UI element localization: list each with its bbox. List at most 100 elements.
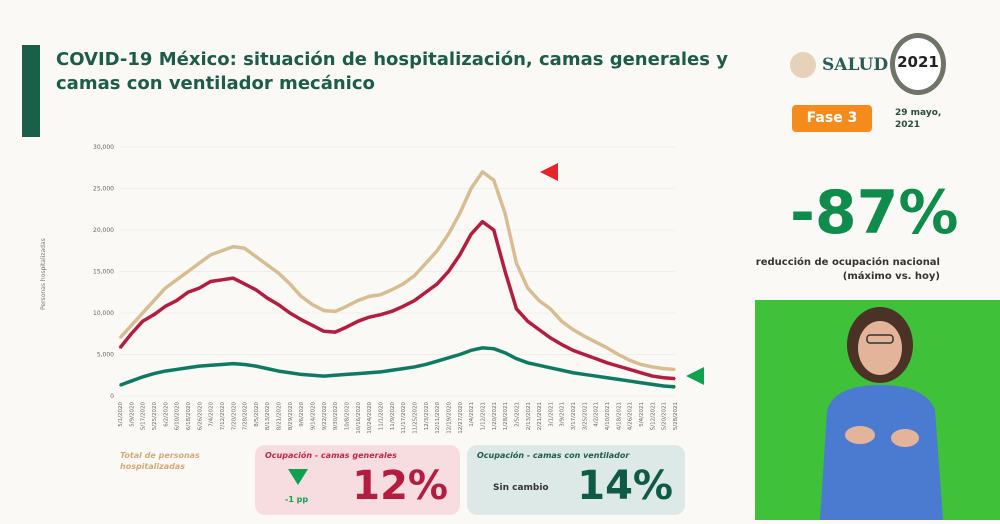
data-point xyxy=(300,318,303,321)
data-point xyxy=(583,335,586,338)
data-point xyxy=(549,308,552,310)
green-arrow-marker xyxy=(686,367,704,385)
data-point xyxy=(153,299,155,302)
data-point xyxy=(334,374,337,377)
data-point xyxy=(379,313,382,316)
x-tick-label: 4/10/2021 xyxy=(605,402,611,430)
x-tick-label: 4/26/2021 xyxy=(628,402,634,430)
data-point xyxy=(481,220,484,223)
x-tick-label: 5/20/2021 xyxy=(662,402,668,430)
x-tick-label: 2/13/2021 xyxy=(526,402,532,430)
x-tick-label: 10/8/2020 xyxy=(345,402,351,431)
x-tick-label: 4/2/2021 xyxy=(594,402,600,427)
data-point xyxy=(323,375,325,377)
x-tick-label: 8/21/2020 xyxy=(277,402,283,431)
data-point xyxy=(504,270,506,273)
data-point xyxy=(560,320,563,323)
data-point xyxy=(447,357,450,359)
data-point xyxy=(628,380,631,382)
y-tick-label: 0 xyxy=(110,393,114,400)
data-point xyxy=(413,274,416,277)
ventilator-beds-card: Ocupación - camas con ventilador Sin cam… xyxy=(467,445,685,515)
data-point xyxy=(606,362,608,364)
data-point xyxy=(289,371,291,374)
data-point xyxy=(232,362,235,365)
data-point xyxy=(662,385,665,387)
series-line-2 xyxy=(118,219,676,381)
data-point xyxy=(515,308,518,310)
data-point xyxy=(391,369,393,372)
data-point xyxy=(141,320,144,323)
data-point xyxy=(470,187,472,190)
data-point xyxy=(187,270,189,273)
x-tick-label: 5/4/2021 xyxy=(639,402,645,427)
data-point xyxy=(130,380,133,382)
x-tick-label: 7/12/2020 xyxy=(220,402,226,431)
down-triangle-icon xyxy=(288,469,308,485)
x-tick-label: 6/18/2020 xyxy=(186,402,192,431)
data-point xyxy=(594,341,597,343)
data-point xyxy=(402,283,404,285)
data-point xyxy=(402,305,404,308)
data-point xyxy=(379,293,382,296)
data-point xyxy=(243,363,246,366)
data-point xyxy=(130,332,133,335)
x-tick-label: 10/24/2020 xyxy=(367,402,373,434)
page-title: COVID-19 México: situación de hospitaliz… xyxy=(56,49,728,94)
data-point xyxy=(515,262,518,265)
data-point xyxy=(470,233,472,235)
data-point xyxy=(549,337,552,339)
data-point xyxy=(436,249,438,252)
x-tick-label: 5/28/2021 xyxy=(673,402,679,430)
x-tick-label: 5/25/2020 xyxy=(152,402,158,431)
data-point xyxy=(277,272,280,274)
data-point xyxy=(572,328,574,331)
data-point xyxy=(255,288,257,291)
data-point xyxy=(323,309,325,312)
x-tick-label: 2/21/2021 xyxy=(537,402,543,430)
data-point xyxy=(209,254,212,256)
data-point xyxy=(334,331,337,333)
x-tick-label: 5/9/2020 xyxy=(129,402,135,427)
data-point xyxy=(345,305,348,308)
general-change: -1 pp xyxy=(285,495,309,504)
data-point xyxy=(153,372,155,375)
mexico-2021-logo: 2021 xyxy=(890,33,946,95)
data-point xyxy=(243,283,246,285)
data-point xyxy=(617,365,620,367)
data-point xyxy=(289,283,291,285)
data-point xyxy=(119,337,121,339)
x-tick-label: 8/29/2020 xyxy=(288,402,294,431)
data-point xyxy=(266,297,269,299)
data-point xyxy=(538,299,540,302)
data-point xyxy=(515,357,518,360)
data-point xyxy=(560,369,563,372)
data-point xyxy=(141,312,144,314)
y-tick-label: 30,000 xyxy=(93,144,114,151)
x-tick-label: 5/1/2020 xyxy=(118,402,124,427)
data-point xyxy=(572,371,574,374)
data-point xyxy=(164,305,167,308)
data-point xyxy=(640,371,642,374)
data-point xyxy=(164,370,167,372)
x-tick-label: 3/9/2021 xyxy=(560,402,566,427)
general-beds-card: Ocupación - camas generales -1 pp 12% xyxy=(255,445,460,515)
data-point xyxy=(198,365,201,367)
data-point xyxy=(425,262,427,265)
data-point xyxy=(323,330,325,333)
data-point xyxy=(572,349,574,352)
data-point xyxy=(481,171,484,173)
data-point xyxy=(651,375,654,377)
data-point xyxy=(243,247,246,250)
data-point xyxy=(504,352,506,354)
x-tick-label: 3/17/2021 xyxy=(571,402,577,430)
data-point xyxy=(198,262,201,265)
data-point xyxy=(209,280,212,283)
general-beds-title: Ocupación - camas generales xyxy=(265,451,397,460)
data-point xyxy=(175,368,178,371)
data-point xyxy=(164,287,167,289)
x-tick-label: 3/25/2021 xyxy=(582,402,588,430)
data-point xyxy=(526,320,529,323)
data-point xyxy=(119,347,121,349)
data-point xyxy=(221,249,223,252)
